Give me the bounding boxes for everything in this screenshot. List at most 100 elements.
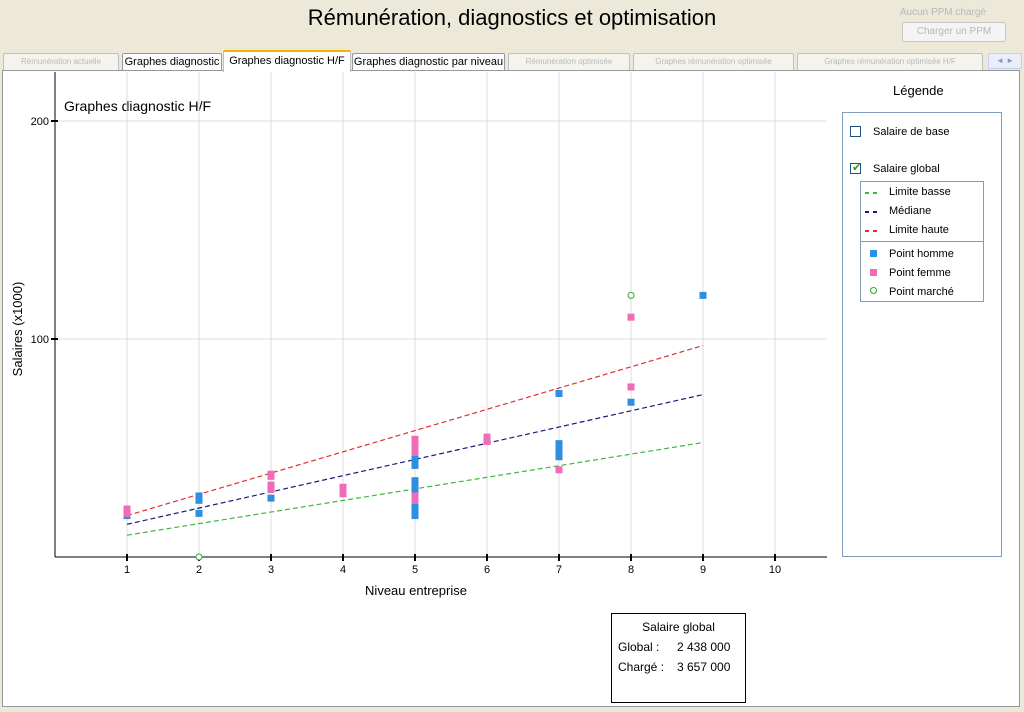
salaire-de-base-checkbox[interactable] — [850, 126, 861, 137]
trend-line — [126, 394, 704, 525]
data-point — [627, 313, 635, 321]
tab-remuneration-actuelle[interactable]: Rémunération actuelle — [3, 53, 119, 71]
data-point — [195, 553, 203, 561]
data-point — [411, 457, 419, 465]
data-point — [411, 496, 419, 504]
data-point — [411, 501, 419, 509]
legend-box — [842, 112, 1002, 557]
data-point — [267, 494, 275, 502]
data-point — [411, 512, 419, 520]
x-tick-label: 7 — [556, 564, 562, 576]
x-axis-label: Niveau entreprise — [365, 583, 467, 598]
data-point — [699, 291, 707, 299]
legend-label: Point femme — [889, 267, 951, 279]
legend-label: Médiane — [889, 205, 932, 217]
dashed-line-icon — [865, 206, 881, 216]
salaire-de-base-label: Salaire de base — [873, 126, 950, 138]
data-point — [555, 440, 563, 448]
charge-label: Chargé : — [618, 660, 665, 674]
legend-label: Point homme — [889, 248, 954, 260]
tab-graphes-diagnostic-hf[interactable]: Graphes diagnostic H/F — [223, 50, 351, 72]
y-axis-label: Salaires (x1000) — [10, 282, 25, 377]
tab-remuneration-optimisee[interactable]: Rémunération optimisée — [508, 53, 630, 71]
data-point — [411, 448, 419, 456]
tab-graphes-diagnostic[interactable]: Graphes diagnostic — [122, 53, 222, 71]
salaire-global-checkbox[interactable]: ✔ — [850, 162, 862, 174]
global-label: Global : — [618, 640, 660, 654]
legend-label: Limite haute — [889, 224, 949, 236]
square-marker-icon — [865, 268, 881, 278]
scatter-chart: Graphes diagnostic H/F Niveau entreprise… — [10, 72, 827, 598]
data-point — [411, 440, 419, 448]
data-point — [483, 437, 491, 445]
checkmark-icon: ✔ — [852, 162, 862, 174]
salaire-global-summary: Salaire global Global : 2 438 000 Chargé… — [611, 613, 746, 703]
salaire-global-label: Salaire global — [873, 163, 940, 175]
summary-title: Salaire global — [642, 620, 715, 634]
data-point — [555, 453, 563, 461]
dashed-line-icon — [865, 225, 881, 235]
legend-item-limite-haute: Limite haute — [861, 223, 981, 239]
data-point — [411, 435, 419, 443]
chart-title: Graphes diagnostic H/F — [64, 98, 211, 114]
data-point — [627, 291, 635, 299]
data-point — [555, 444, 563, 452]
dashed-line-icon — [865, 187, 881, 197]
data-point — [267, 485, 275, 493]
data-point — [411, 507, 419, 515]
square-marker-icon — [865, 249, 881, 259]
data-point — [267, 470, 275, 478]
data-point — [555, 466, 563, 474]
data-point — [195, 492, 203, 500]
data-point — [411, 492, 419, 500]
y-tick-label: 200 — [31, 116, 49, 128]
data-point — [411, 481, 419, 489]
global-value: 2 438 000 — [677, 640, 731, 654]
tab-scroll-arrows[interactable]: ◄ ► — [988, 53, 1022, 69]
legend-item-mediane: Médiane — [861, 204, 981, 220]
data-point — [339, 483, 347, 491]
x-tick-label: 2 — [196, 564, 202, 576]
tab-graphes-remuneration-optimisee[interactable]: Graphes rémunération optimisée — [633, 53, 794, 71]
x-tick-label: 3 — [268, 564, 274, 576]
data-point — [123, 505, 131, 513]
chart-panel — [2, 70, 1020, 707]
y-tick-label: 100 — [31, 334, 49, 346]
x-tick-label: 1 — [124, 564, 130, 576]
x-tick-label: 5 — [412, 564, 418, 576]
trend-line — [126, 344, 704, 517]
legend-lines-group: Limite basse Médiane Limite haute — [860, 181, 984, 242]
data-point — [555, 448, 563, 456]
legend-label: Point marché — [889, 286, 954, 298]
data-point — [483, 433, 491, 441]
data-point — [123, 509, 131, 517]
circle-marker-icon — [865, 287, 881, 297]
legend-title: Légende — [893, 83, 944, 98]
data-point — [411, 485, 419, 493]
data-point — [411, 477, 419, 485]
legend-item-point-marche: Point marché — [861, 285, 981, 301]
legend-item-limite-basse: Limite basse — [861, 185, 981, 201]
ppm-status-text: Aucun PPM chargé — [899, 7, 986, 18]
legend-item-point-homme: Point homme — [861, 247, 981, 263]
legend-points-group: Point homme Point femme Point marché — [860, 241, 984, 302]
app-title: Rémunération, diagnostics et optimisatio… — [307, 5, 717, 30]
data-point — [627, 398, 635, 406]
load-ppm-button[interactable]: Charger un PPM — [902, 22, 1006, 42]
data-point — [267, 481, 275, 489]
tab-graphes-remuneration-optimisee-hf[interactable]: Graphes rémunération optimisée H/F — [797, 53, 983, 71]
legend-label: Limite basse — [889, 186, 951, 198]
data-point — [411, 461, 419, 469]
title-bar: Rémunération, diagnostics et optimisatio… — [0, 0, 1024, 52]
data-point — [195, 509, 203, 517]
data-point — [339, 490, 347, 498]
tab-strip: Rémunération actuelle Graphes diagnostic… — [3, 50, 1023, 72]
data-point — [195, 496, 203, 504]
tab-graphes-diagnostic-par-niveau[interactable]: Graphes diagnostic par niveau — [352, 53, 505, 71]
x-tick-label: 6 — [484, 564, 490, 576]
x-tick-label: 8 — [628, 564, 634, 576]
charge-value: 3 657 000 — [677, 660, 731, 674]
legend-item-point-femme: Point femme — [861, 266, 981, 282]
data-point — [411, 444, 419, 452]
data-point — [555, 390, 563, 397]
